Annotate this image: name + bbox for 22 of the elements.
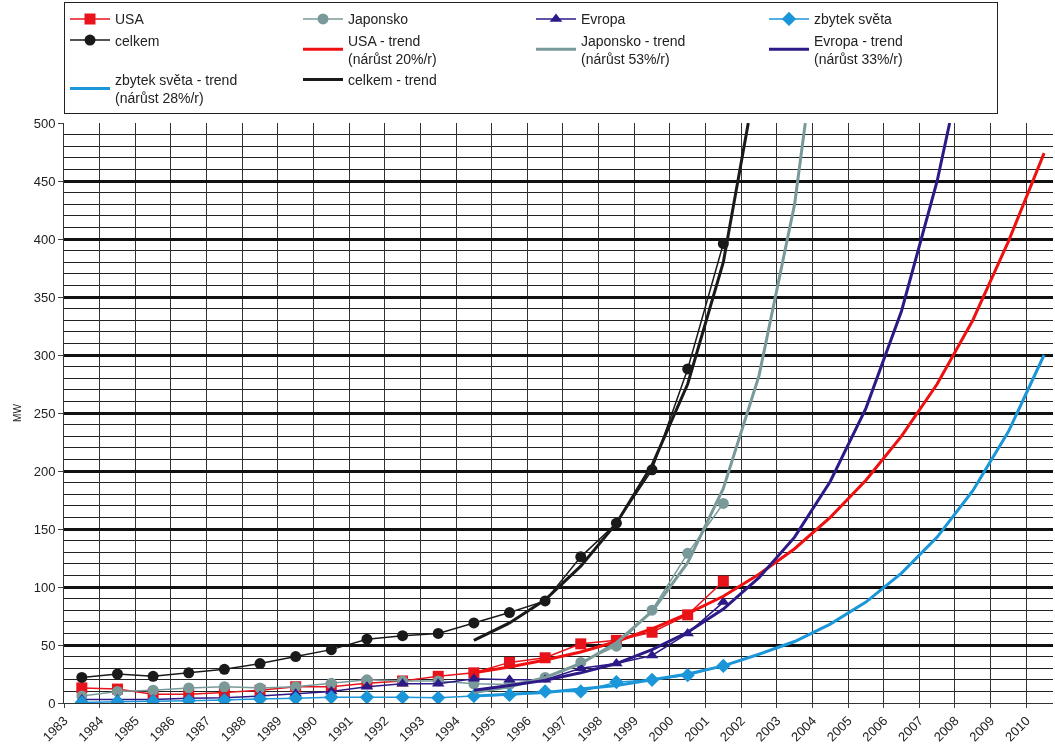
y-tick-label: 250 [33,405,56,421]
y-tick-label: 50 [40,637,56,653]
y-tick-label: 200 [33,463,56,479]
y-tick-label: 300 [33,347,56,363]
legend-label: USA [115,11,145,28]
y-tick-label: 400 [33,231,56,247]
legend-label: celkem [115,32,160,49]
y-tick-label: 450 [33,173,56,189]
y-axis-title: MW [11,403,23,422]
legend-label: zbytek světa [814,11,893,28]
legend-label: celkem - trend [348,71,437,88]
legend-label: USA - trend (nárůst 20%/r) [348,32,437,67]
legend-label: Japonsko [348,11,409,28]
y-tick-label: 500 [33,115,56,131]
y-tick-label: 100 [33,579,56,595]
legend-label: Evropa [581,11,626,28]
legend-label: zbytek světa - trend (nárůst 28%/r) [115,71,238,107]
y-tick-label: 150 [33,521,56,537]
legend-label: Evropa - trend (nárůst 33%/r) [814,32,903,67]
y-tick-label: 350 [33,289,56,305]
legend-label: Japonsko - trend (nárůst 53%/r) [581,32,686,67]
y-tick-label: 0 [48,695,56,711]
